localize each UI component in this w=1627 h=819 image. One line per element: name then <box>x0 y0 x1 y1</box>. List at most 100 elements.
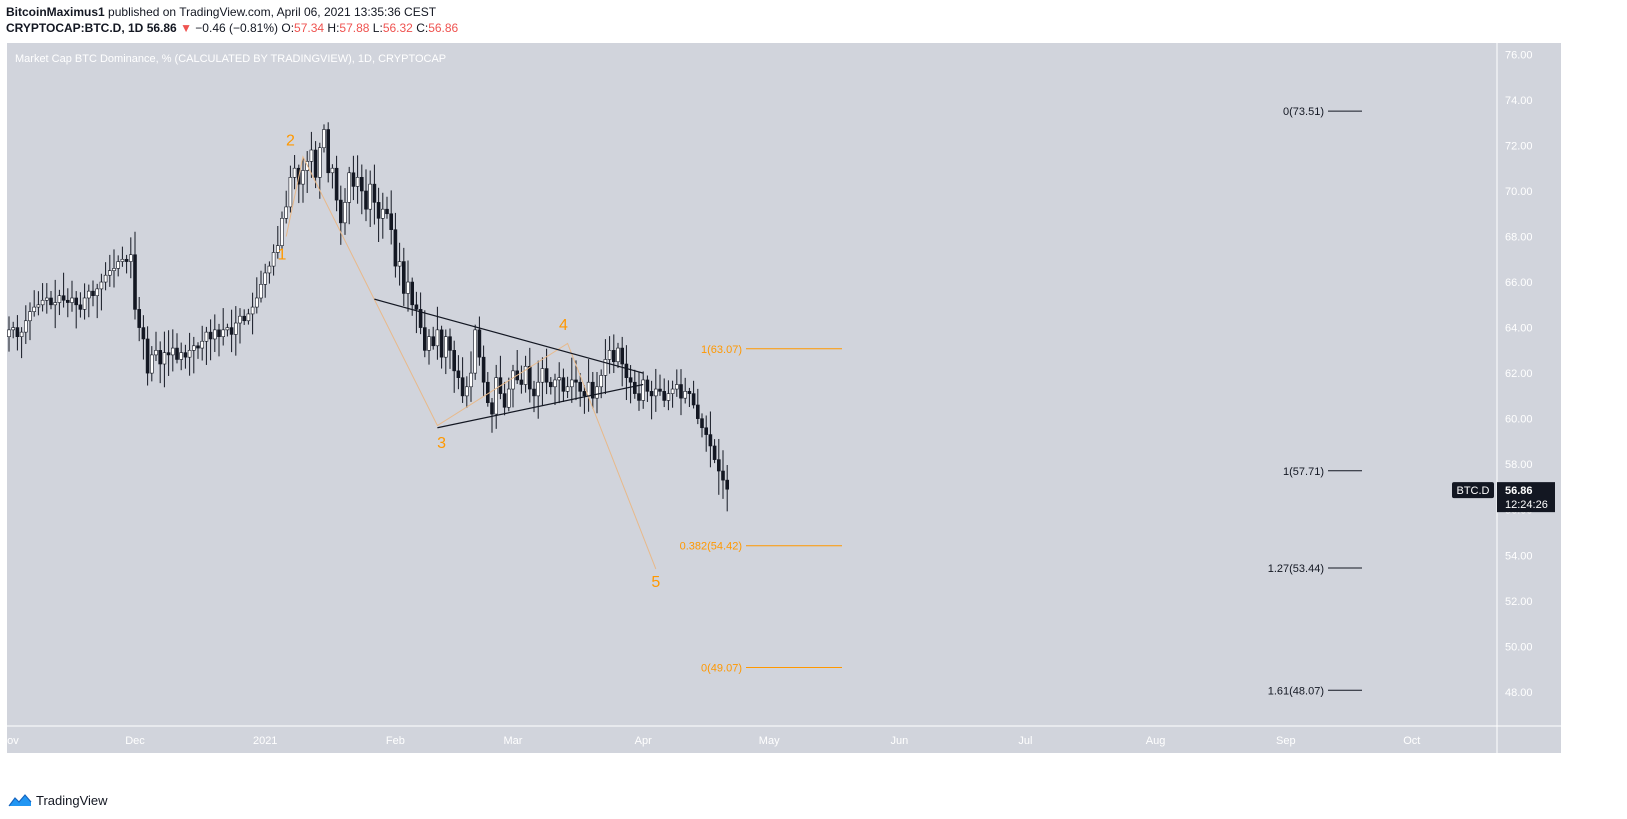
candle-up <box>511 370 515 390</box>
high-label: H: <box>327 21 340 35</box>
x-tick-label: Nov <box>0 735 19 747</box>
candle-up <box>599 375 604 388</box>
candle-up <box>259 284 263 299</box>
candle-up <box>70 297 74 303</box>
fib-orange-label: 0.382(54.42) <box>680 541 742 553</box>
fib-black-label: 0(73.51) <box>1283 106 1324 118</box>
x-tick-label: Aug <box>1146 735 1166 747</box>
candle-down <box>725 479 730 490</box>
candle-down <box>334 167 339 201</box>
candle-down <box>448 336 452 351</box>
candle-up <box>271 252 276 267</box>
wave-label: 1 <box>278 246 287 263</box>
close-label: C: <box>416 21 429 35</box>
candle-down <box>66 299 70 303</box>
candle-up <box>250 306 255 315</box>
candle-down <box>141 327 146 340</box>
candle-up <box>309 149 314 162</box>
price-change: −0.46 (−0.81%) <box>195 21 279 35</box>
candle-up <box>32 306 37 312</box>
candle-up <box>11 327 15 331</box>
candle-up <box>95 288 99 297</box>
candle-up <box>192 345 196 351</box>
wave-label: 5 <box>651 574 660 591</box>
candle-down <box>574 379 578 383</box>
candle-up <box>569 379 574 388</box>
x-tick-label: Sep <box>1276 735 1296 747</box>
candle-up <box>435 329 440 347</box>
x-tick-label: 2021 <box>253 735 277 747</box>
candle-up <box>87 290 91 299</box>
candle-up <box>23 320 28 333</box>
candle-down <box>217 329 221 337</box>
candle-up <box>494 377 499 415</box>
candle-up <box>380 208 385 219</box>
candle-down <box>721 470 725 481</box>
y-tick-label: 70.00 <box>1505 186 1533 198</box>
candle-down <box>624 363 629 378</box>
candle-down <box>695 404 700 419</box>
candle-down <box>78 304 83 310</box>
y-tick-label: 76.00 <box>1505 49 1533 61</box>
candle-down <box>691 393 696 406</box>
y-tick-label: 50.00 <box>1505 641 1533 653</box>
candle-up <box>464 386 469 397</box>
symbol-label[interactable]: CRYPTOCAP:BTC.D, 1D <box>6 21 144 35</box>
price-scale[interactable] <box>1497 43 1561 726</box>
candle-up <box>674 384 679 390</box>
candle-up <box>154 350 158 356</box>
candle-down <box>561 377 566 392</box>
candle-up <box>536 381 541 397</box>
candle-up <box>28 311 32 322</box>
candle-up <box>322 129 326 149</box>
wave-label: 2 <box>286 132 295 149</box>
candle-down <box>527 365 532 390</box>
high-value: 57.88 <box>339 21 370 35</box>
candle-down <box>338 199 343 224</box>
open-label: O: <box>281 21 295 35</box>
candle-up <box>200 340 204 349</box>
x-tick-label: Jul <box>1018 735 1032 747</box>
candle-up <box>36 304 41 308</box>
candle-up <box>108 270 112 276</box>
candle-up <box>557 377 562 381</box>
footer-brand[interactable]: TradingView <box>36 792 108 808</box>
fib-black-label: 1(57.71) <box>1283 466 1324 478</box>
symbol-badge-label: BTC.D <box>1457 485 1490 497</box>
last-price: 56.86 <box>146 21 177 35</box>
candle-down <box>502 393 507 408</box>
candle-down <box>637 393 641 401</box>
author-name[interactable]: BitcoinMaximus1 <box>6 5 105 19</box>
candle-up <box>162 352 167 365</box>
candle-down <box>364 190 368 210</box>
candle-up <box>44 297 49 301</box>
candle-up <box>263 272 268 285</box>
candle-down <box>687 391 692 394</box>
x-tick-label: Mar <box>504 735 523 747</box>
candle-down <box>49 297 53 306</box>
close-value: 56.86 <box>428 21 459 35</box>
triangle-lower-trendline <box>437 383 644 429</box>
candle-up <box>343 202 347 224</box>
chart-header: BitcoinMaximus1 published on TradingView… <box>6 4 458 36</box>
y-tick-label: 54.00 <box>1505 550 1533 562</box>
candles <box>7 122 730 512</box>
candle-up <box>670 388 675 394</box>
plot-area[interactable] <box>7 43 1497 726</box>
candle-down <box>708 434 713 447</box>
candle-up <box>406 281 410 294</box>
candle-up <box>603 359 608 376</box>
candle-up <box>330 167 335 174</box>
candle-up <box>355 177 360 187</box>
candle-down <box>196 345 200 349</box>
candle-up <box>280 218 284 246</box>
candle-up <box>103 274 108 283</box>
candle-down <box>481 356 486 383</box>
time-scale[interactable] <box>7 726 1561 753</box>
candle-up <box>523 365 528 385</box>
tradingview-logo-icon[interactable] <box>8 793 32 807</box>
candle-down <box>313 149 318 178</box>
candle-down <box>649 391 654 397</box>
candle-up <box>616 347 620 363</box>
